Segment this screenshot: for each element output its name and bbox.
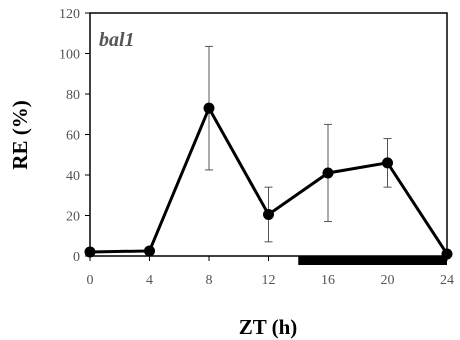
data-point — [382, 157, 393, 169]
data-point — [322, 167, 334, 179]
dark-period-bar — [298, 256, 447, 265]
y-axis-title: RE (%) — [8, 100, 32, 169]
x-tick-label: 24 — [440, 273, 454, 288]
x-tick-label: 0 — [87, 273, 94, 288]
data-point — [441, 248, 453, 260]
x-tick-label: 20 — [381, 273, 395, 288]
y-tick-label: 60 — [66, 129, 80, 144]
y-tick-label: 100 — [59, 48, 80, 63]
y-tick-label: 40 — [66, 169, 80, 184]
y-tick-label: 80 — [66, 88, 80, 103]
x-tick-label: 8 — [206, 273, 213, 288]
data-point — [203, 102, 215, 114]
x-tick-label: 4 — [146, 273, 153, 288]
y-tick-label: 0 — [73, 250, 80, 265]
x-tick-label: 12 — [262, 273, 276, 288]
x-axis-title: ZT (h) — [239, 315, 298, 339]
data-point — [84, 246, 96, 258]
data-point — [144, 245, 155, 257]
gene-label: bal1 — [99, 29, 135, 51]
data-point — [263, 208, 274, 220]
y-tick-label: 120 — [59, 7, 80, 22]
y-tick-label: 20 — [66, 210, 80, 225]
x-tick-label: 16 — [321, 273, 335, 288]
